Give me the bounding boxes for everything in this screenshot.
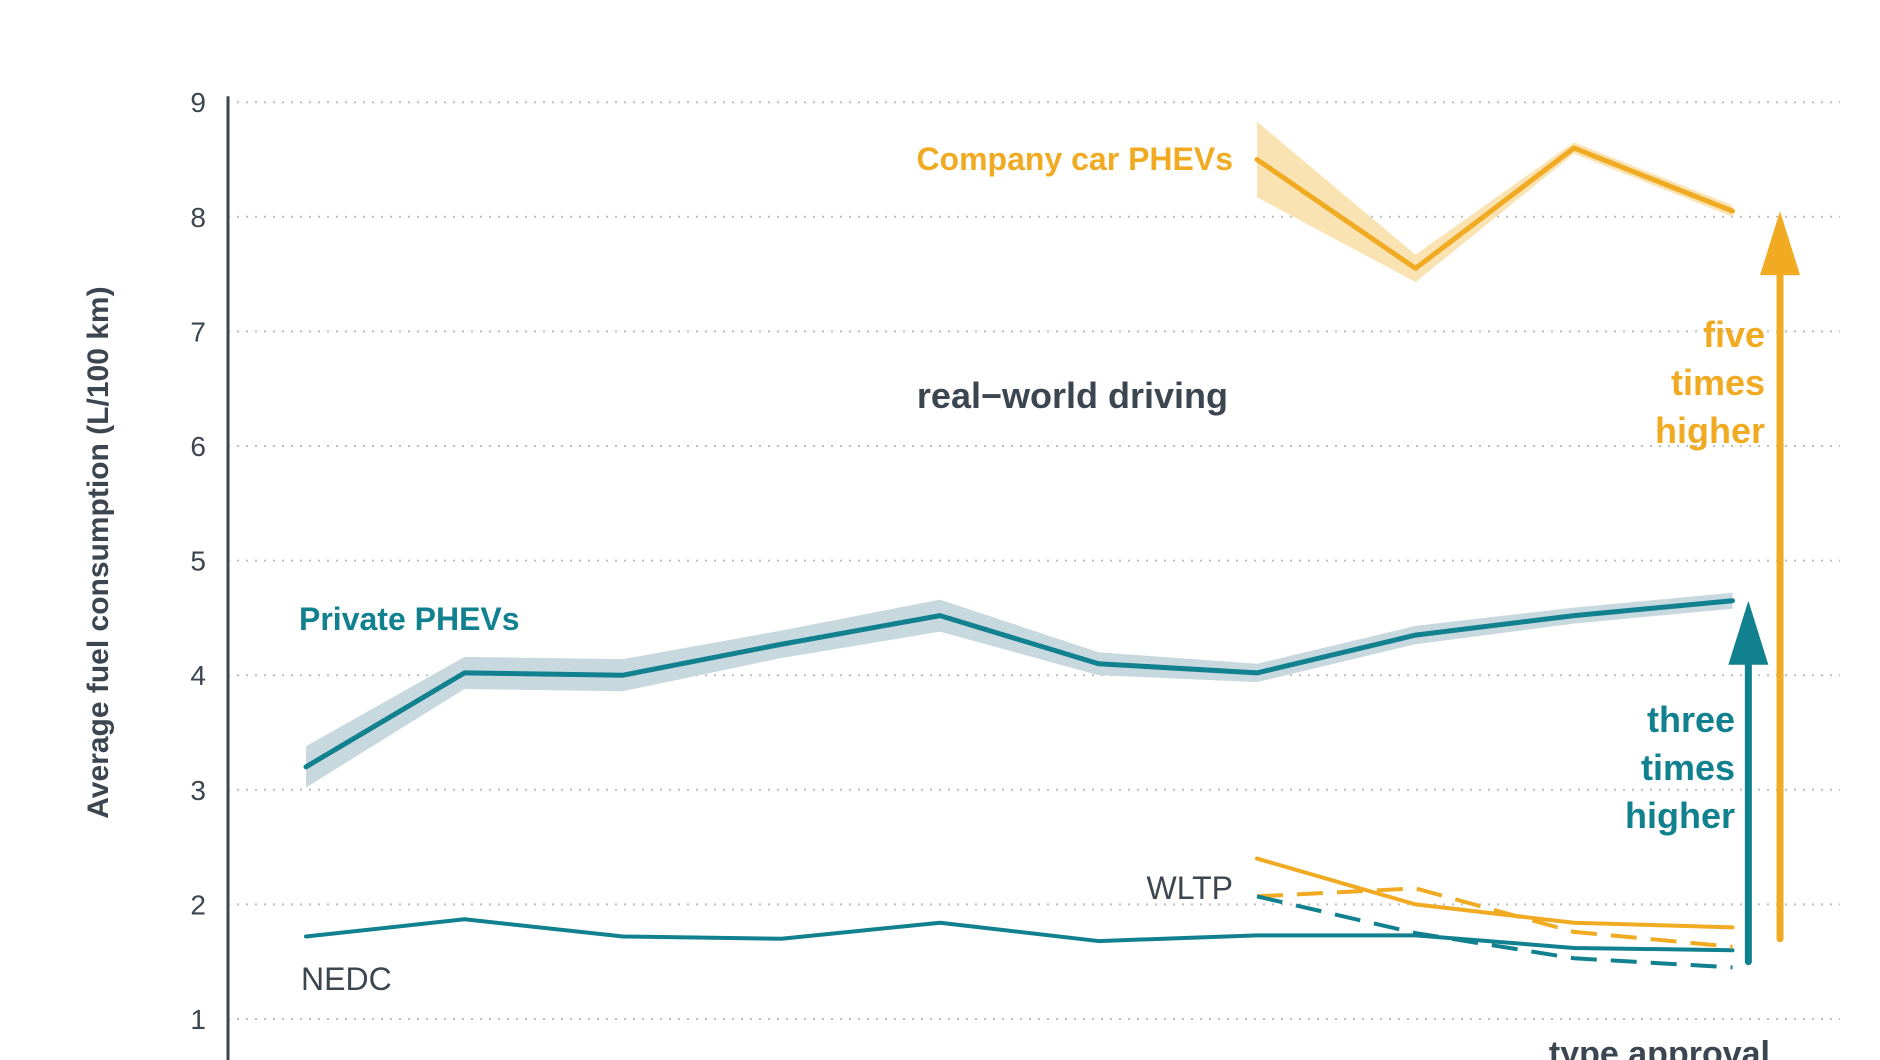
y-tick-label: 1 bbox=[190, 1004, 206, 1035]
three-times-line-1: three bbox=[1647, 699, 1735, 740]
company_real-line bbox=[1254, 145, 1735, 271]
private_nedc-line bbox=[304, 917, 1735, 953]
five-times-line-2: times bbox=[1671, 362, 1765, 403]
y-tick-label: 8 bbox=[190, 202, 206, 233]
y-axis: 1 2 3 4 5 6 7 8 9 Average fuel consumption (L/100… bbox=[82, 87, 230, 1060]
company_nedc-line bbox=[1255, 856, 1735, 930]
y-axis-title: Average fuel consumption (L/100 km) bbox=[82, 286, 115, 818]
y-tick-label: 7 bbox=[190, 316, 206, 347]
five-times-line-1: five bbox=[1703, 314, 1765, 355]
private-label-text: Private PHEVs bbox=[299, 601, 520, 637]
y-tick-label: 9 bbox=[190, 87, 206, 118]
y-tick-label: 4 bbox=[190, 660, 206, 691]
y-tick-label: 6 bbox=[190, 431, 206, 462]
private_real-line bbox=[303, 598, 1735, 770]
private_wltp-line bbox=[1256, 894, 1733, 970]
company_real-band bbox=[1257, 121, 1733, 283]
five-times-line-3: higher bbox=[1655, 410, 1765, 451]
private_real-band bbox=[306, 592, 1733, 788]
company_wltp-line bbox=[1256, 886, 1733, 949]
three-times-line-2: times bbox=[1641, 747, 1735, 788]
type-approval-text: type approval bbox=[1549, 1035, 1770, 1060]
annotations: Company car PHEVs Private PHEVs real−world… bbox=[299, 141, 1770, 1060]
y-tick-label: 3 bbox=[190, 775, 206, 806]
y-tick-label: 5 bbox=[190, 546, 206, 577]
confidence-bands bbox=[306, 121, 1733, 788]
series-lines bbox=[303, 145, 1735, 970]
comparison-arrows bbox=[1728, 211, 1801, 966]
nedc-label-text: NEDC bbox=[301, 961, 392, 997]
private_arrow-head bbox=[1728, 600, 1769, 665]
wltp-label-text: WLTP bbox=[1146, 870, 1233, 906]
company-label-text: Company car PHEVs bbox=[916, 141, 1233, 177]
y-tick-label: 2 bbox=[190, 889, 206, 920]
grid-lines bbox=[228, 101, 1840, 1020]
company_arrow-head bbox=[1760, 211, 1801, 276]
three-times-line-3: higher bbox=[1625, 795, 1735, 836]
real-world-text: real−world driving bbox=[917, 375, 1228, 416]
